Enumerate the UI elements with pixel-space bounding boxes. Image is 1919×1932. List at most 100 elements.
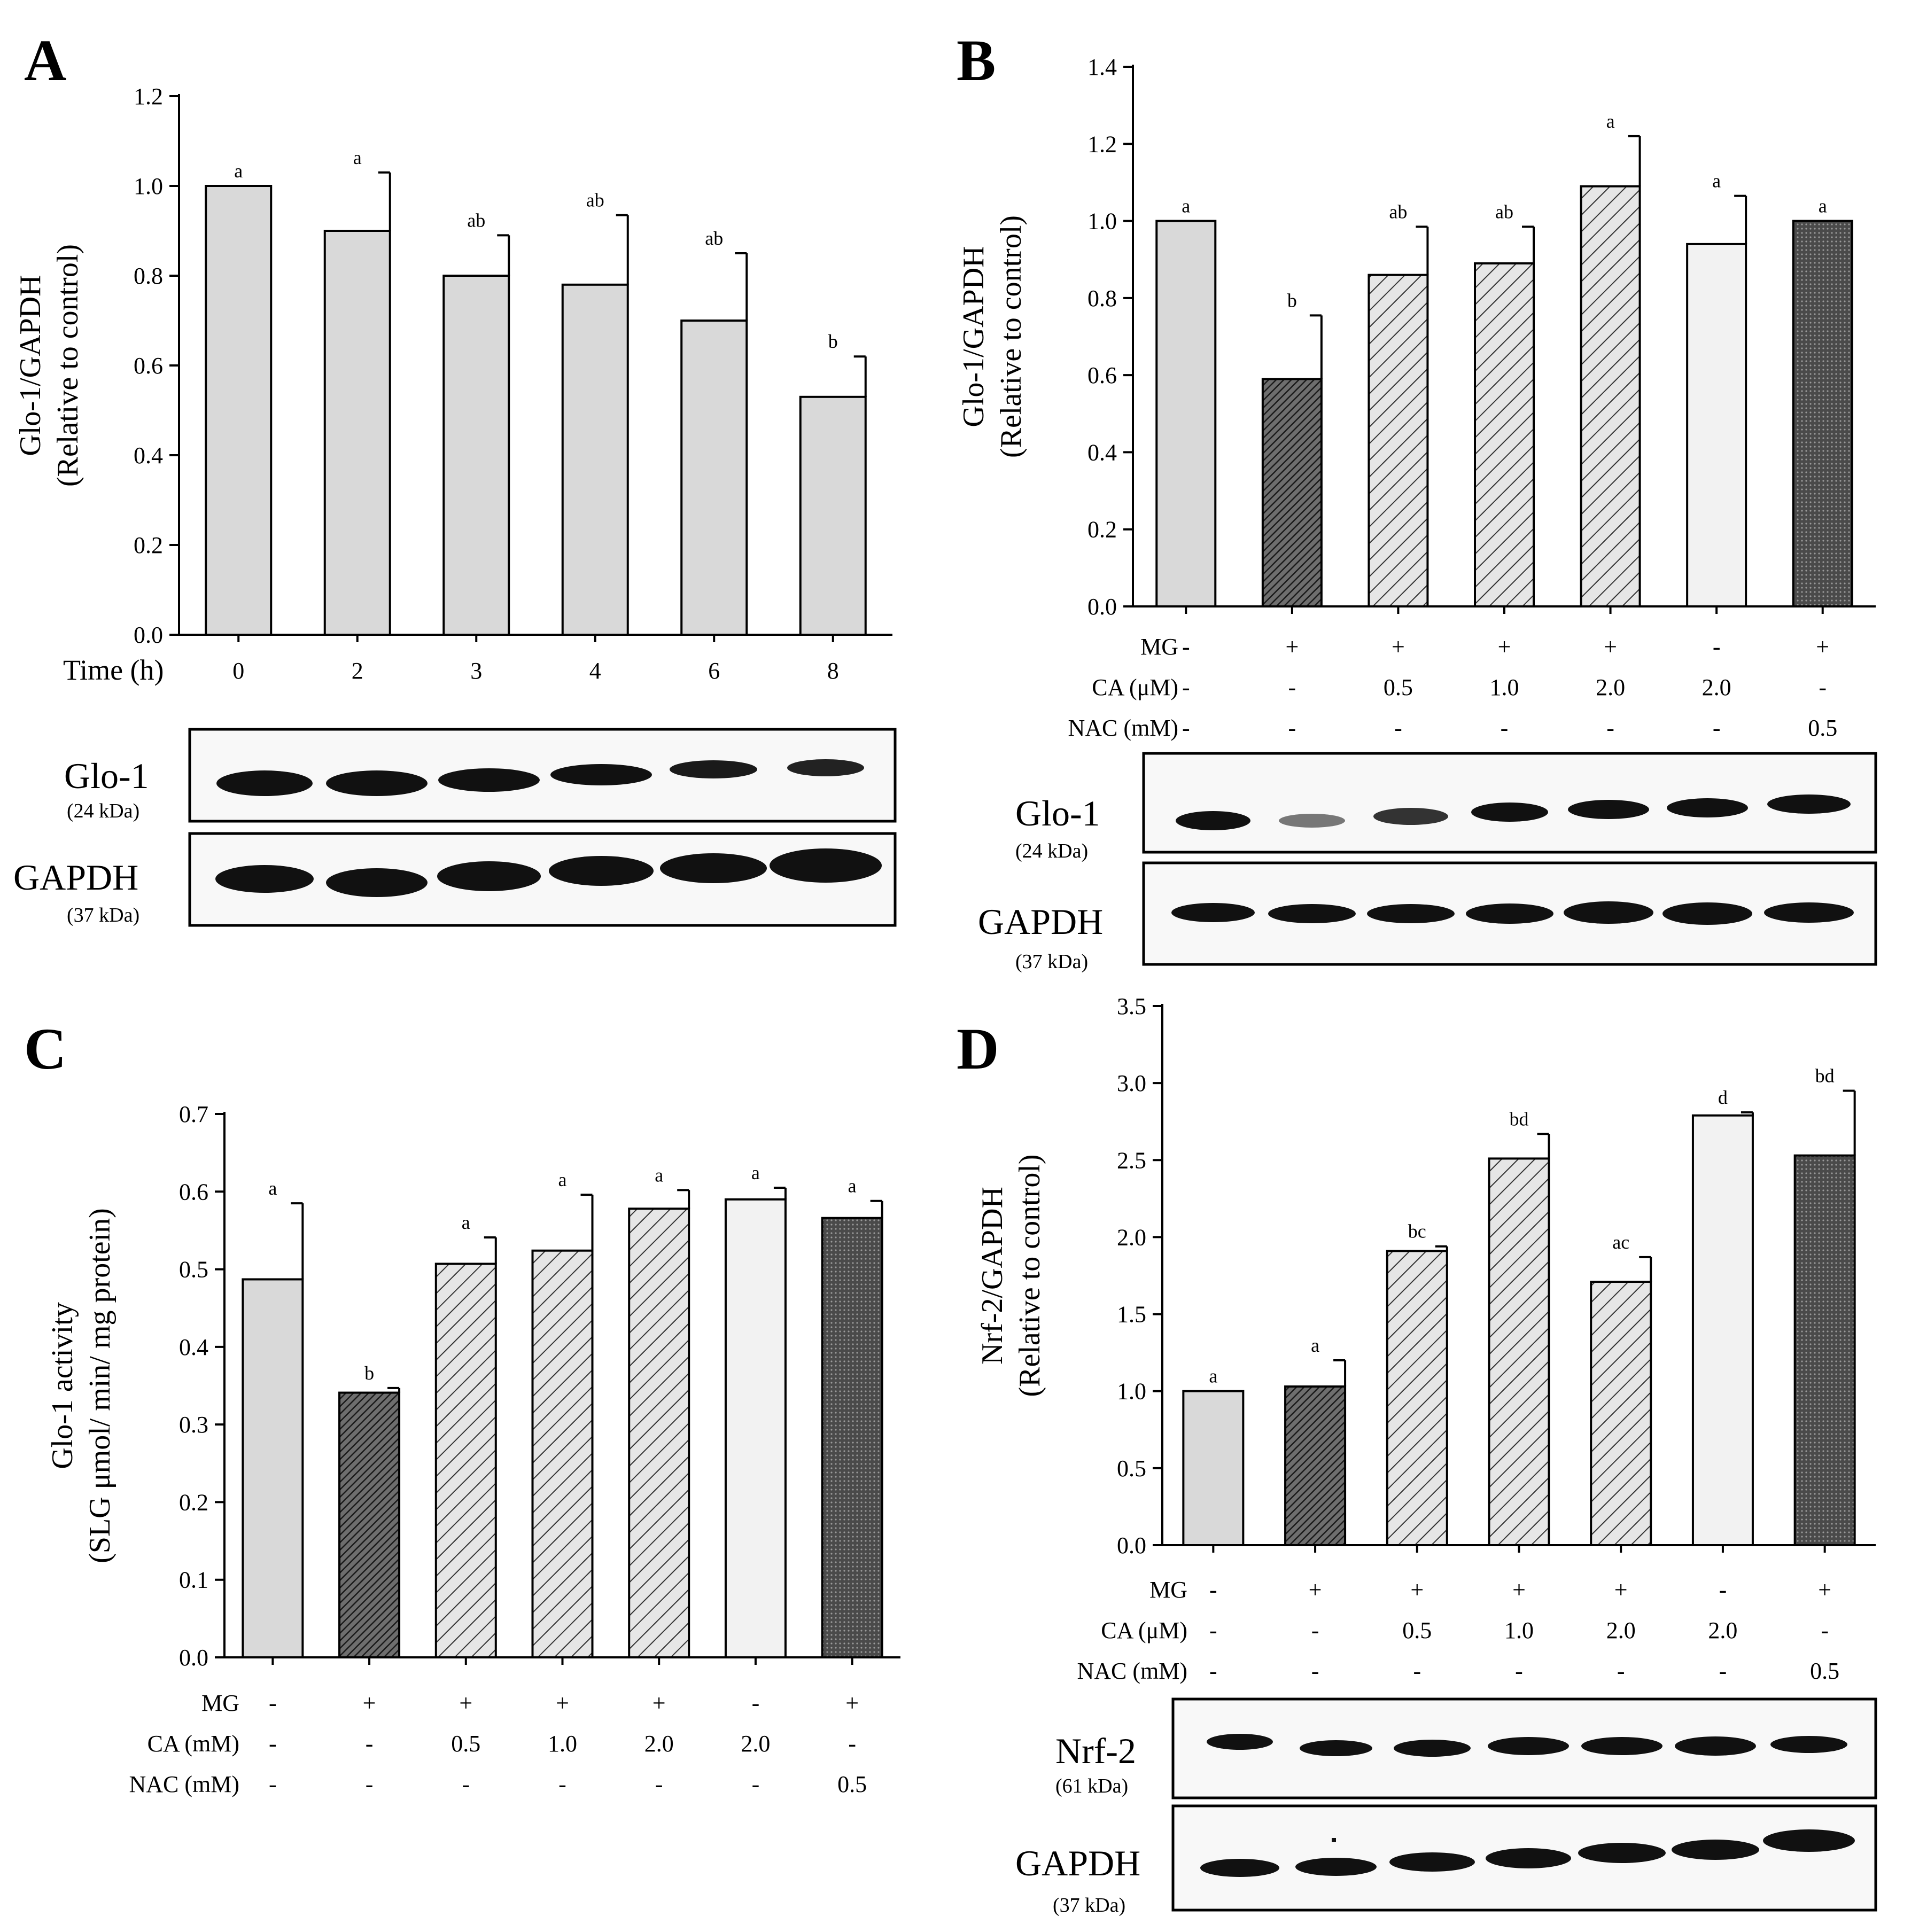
- treatment-value: 0.5: [451, 1731, 480, 1757]
- bar: [1261, 378, 1323, 607]
- treatment-value: -: [1719, 1658, 1727, 1684]
- blot-d-nrf2: [1171, 1697, 1877, 1799]
- treatment-value: -: [1288, 715, 1296, 741]
- treatment-value: 1.0: [1490, 674, 1519, 700]
- treatment-label: NAC (mM): [129, 1771, 239, 1797]
- y-tick-label: 1.2: [1087, 131, 1117, 157]
- treatment-value: -: [752, 1771, 760, 1797]
- treatment-value: -: [269, 1731, 277, 1757]
- significance-label: bd: [1815, 1065, 1835, 1087]
- bar: [1284, 1385, 1347, 1546]
- y-tick-label: 1.4: [1087, 54, 1117, 80]
- chart-a: 0.0 0.2 0.4 0.6 0.8 1.0 1.2 Glo-1/GAPDH (Relativ…: [14, 83, 892, 686]
- significance-label: ab: [1495, 201, 1513, 222]
- y-tick-label: 3.0: [1117, 1070, 1146, 1096]
- significance-label: a: [353, 147, 362, 168]
- treatment-value: +: [1816, 634, 1829, 660]
- y-tick-label: 1.5: [1117, 1302, 1146, 1328]
- bar: [1691, 1114, 1754, 1546]
- treatment-value: 2.0: [1606, 1617, 1636, 1643]
- significance-label: b: [364, 1362, 374, 1384]
- treatment-value: -: [1288, 674, 1296, 700]
- y-tick-label: 1.0: [134, 173, 163, 199]
- treatment-label: CA (μM): [1101, 1617, 1187, 1643]
- treatment-value: -: [1821, 1617, 1829, 1643]
- x-axis-title-a: Time (h): [63, 654, 164, 686]
- bar: [1368, 274, 1429, 607]
- chart-b: 0.0 0.2 0.4 0.6 0.8 1.0 1.2 1.4 Glo-1/GAPDH (Rela…: [957, 54, 1876, 741]
- treatment-value: +: [845, 1690, 859, 1716]
- y-tick-label: 3.5: [1117, 993, 1146, 1019]
- bar: [205, 185, 273, 636]
- treatment-value: +: [1614, 1577, 1628, 1603]
- significance-label: a: [462, 1212, 470, 1233]
- treatment-value: -: [752, 1690, 760, 1716]
- treatment-value: 2.0: [1708, 1617, 1737, 1643]
- treatment-value: 2.0: [1702, 674, 1731, 700]
- bar: [1386, 1250, 1448, 1546]
- treatment-value: 1.0: [1504, 1617, 1534, 1643]
- treatment-value: -: [462, 1771, 470, 1797]
- treatment-label: CA (μM): [1092, 674, 1178, 700]
- y-tick-label: 1.2: [134, 83, 163, 110]
- significance-label: a: [558, 1169, 567, 1190]
- treatment-value: -: [558, 1771, 566, 1797]
- blot-d-gapdh-label: GAPDH: [1015, 1843, 1140, 1883]
- y-tick-label: 1.0: [1117, 1378, 1146, 1405]
- treatment-value: -: [1182, 715, 1190, 741]
- blot-a-glo1: [188, 728, 897, 823]
- y-tick-label: 0.5: [1117, 1455, 1146, 1482]
- y-axis-subtitle-c: (SLG μmol/ min/ mg protein): [83, 1208, 116, 1563]
- blot-b-glo1-kda: (24 kDa): [1015, 840, 1088, 862]
- significance-label: b: [828, 331, 838, 352]
- treatment-label: CA (mM): [147, 1731, 239, 1757]
- treatment-value: 2.0: [1596, 674, 1625, 700]
- treatment-value: -: [1606, 715, 1614, 741]
- treatment-value: -: [1182, 634, 1190, 660]
- treatment-value: 0.5: [1384, 674, 1413, 700]
- y-tick-label: 0.0: [134, 622, 163, 648]
- significance-label: a: [234, 160, 243, 182]
- treatment-value: -: [1713, 715, 1721, 741]
- panel-letter-c: C: [24, 1016, 66, 1081]
- bar: [531, 1249, 594, 1658]
- bar: [821, 1217, 883, 1658]
- treatment-value: 0.5: [837, 1771, 867, 1797]
- blot-d-gapdh-kda: (37 kDa): [1053, 1894, 1125, 1917]
- bar: [1155, 220, 1217, 608]
- treatment-value: +: [1410, 1577, 1424, 1603]
- treatment-value: +: [1392, 634, 1405, 660]
- treatment-value: +: [1818, 1577, 1831, 1603]
- treatment-value: -: [1209, 1577, 1217, 1603]
- y-tick-label: 2.0: [1117, 1224, 1146, 1250]
- y-tick-label: 0.1: [179, 1567, 208, 1593]
- treatment-value: -: [1182, 674, 1190, 700]
- treatment-value: -: [269, 1771, 277, 1797]
- significance-label: a: [268, 1178, 277, 1199]
- blot-a-glo1-kda: (24 kDa): [67, 800, 139, 822]
- treatment-value: -: [1515, 1658, 1523, 1684]
- y-tick-label: 0.2: [134, 532, 163, 558]
- bar: [1474, 262, 1535, 607]
- bar: [242, 1278, 304, 1658]
- treatment-value: -: [848, 1731, 856, 1757]
- y-tick-label: 0.0: [1117, 1532, 1146, 1559]
- y-tick-label: 1.0: [1087, 208, 1117, 235]
- bar: [724, 1198, 787, 1658]
- treatment-value: -: [1413, 1658, 1421, 1684]
- blot-d-nrf2-label: Nrf-2: [1055, 1731, 1136, 1771]
- blot-b-gapdh-label: GAPDH: [978, 901, 1103, 942]
- y-axis-subtitle-b: (Relative to control): [995, 215, 1028, 458]
- bar: [1580, 185, 1641, 607]
- y-tick-label: 2.5: [1117, 1147, 1146, 1173]
- treatment-value: -: [1394, 715, 1402, 741]
- panel-letter-a: A: [24, 28, 66, 93]
- significance-label: a: [1712, 170, 1721, 192]
- bar: [628, 1208, 690, 1658]
- significance-label: bc: [1408, 1221, 1426, 1242]
- x-tick-label: 4: [589, 658, 601, 684]
- significance-label: b: [1287, 290, 1297, 311]
- treatment-value: +: [1512, 1577, 1526, 1603]
- treatment-label: MG: [201, 1690, 239, 1716]
